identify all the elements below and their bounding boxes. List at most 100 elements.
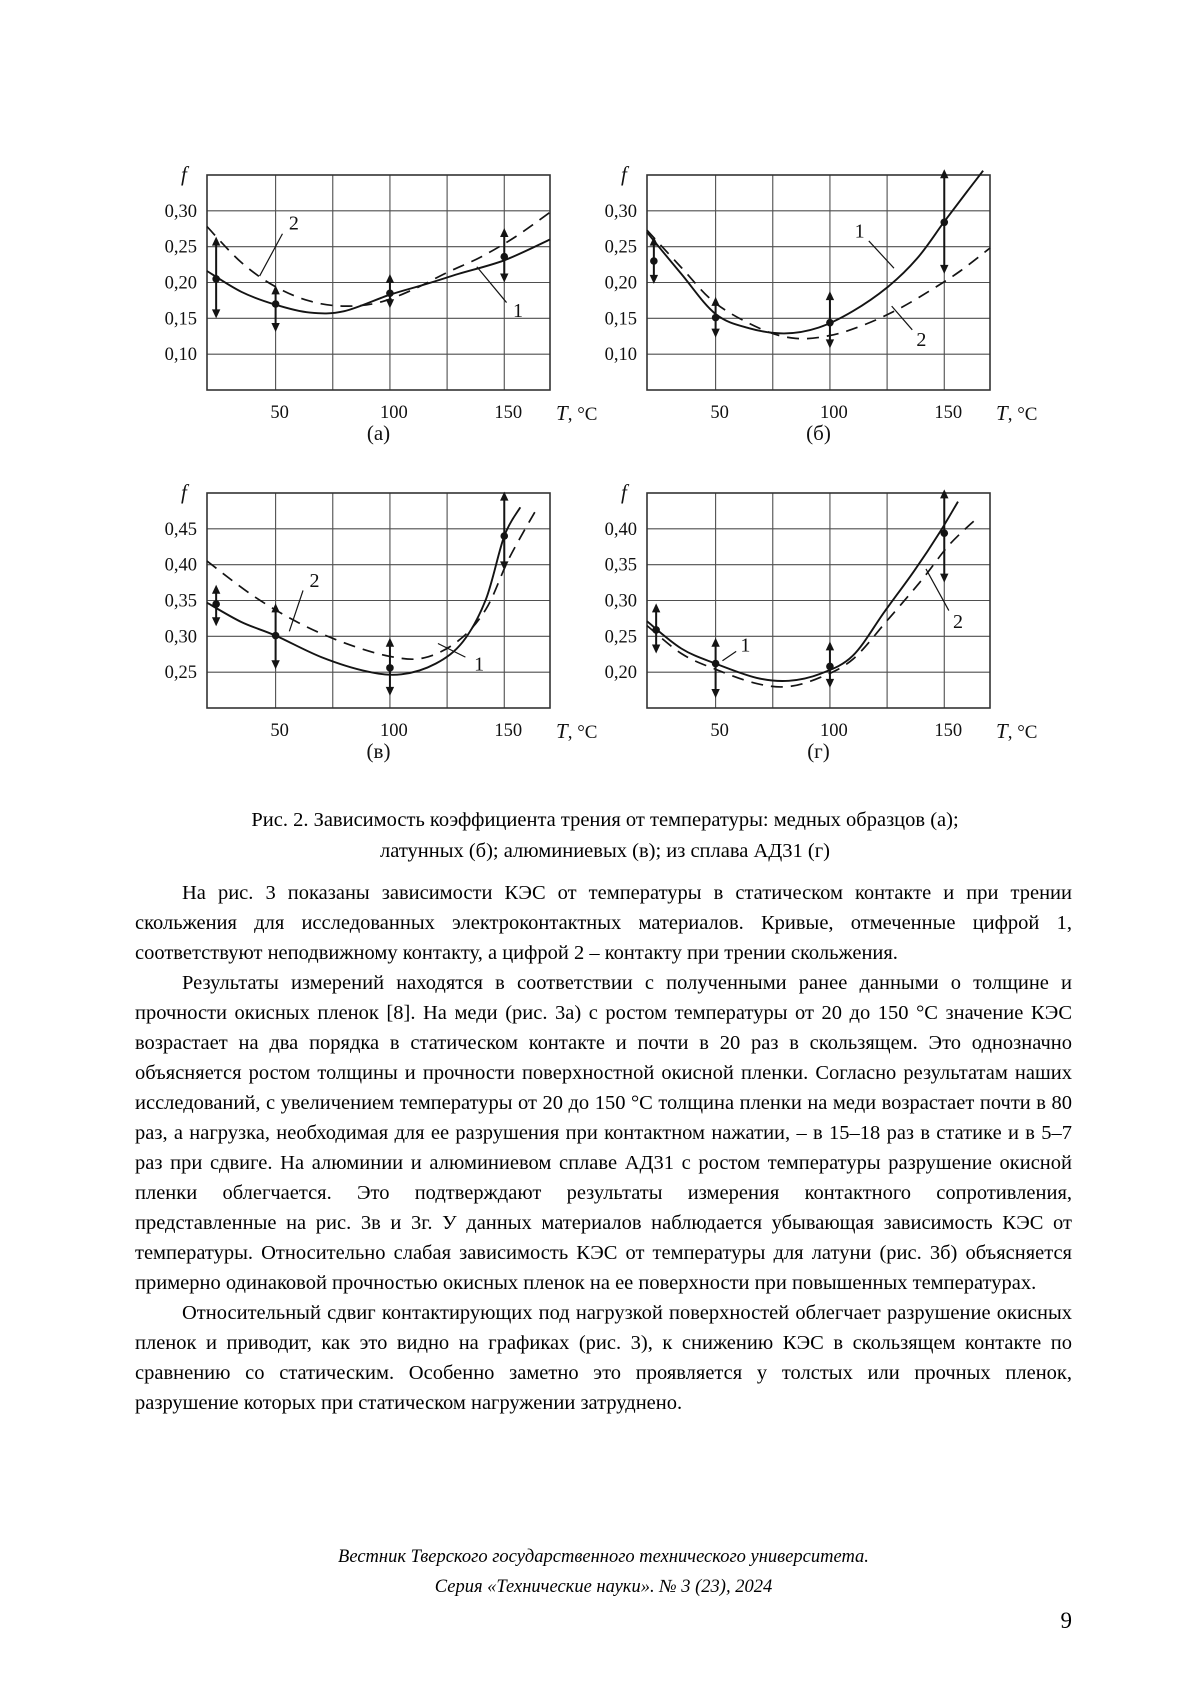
error-arrow-up [500,491,509,501]
curve-label-leader [476,266,508,303]
paragraph-3: Относительный сдвиг контактирующих под н… [135,1302,1072,1414]
error-arrow-up [211,236,221,246]
data-point [650,257,658,265]
error-arrow-up [651,603,661,613]
curve-label-leader [722,650,737,662]
panel-label: (а) [367,421,390,445]
curve-label-2: 2 [953,611,963,633]
svg-text:0,25: 0,25 [605,627,637,647]
svg-text:50: 50 [710,403,729,423]
error-arrow-up [940,489,949,499]
panel-label: (б) [806,421,831,445]
y-axis-label: f [621,162,630,186]
x-axis-label: T, °C [996,401,1037,425]
data-point [826,318,834,327]
curve-label-1: 1 [513,300,523,322]
svg-text:0,15: 0,15 [605,309,637,329]
error-arrow-up [711,296,720,306]
data-point [386,289,394,298]
paragraph-1: На рис. 3 показаны зависимости КЭС от те… [135,882,1072,964]
svg-text:150: 150 [494,403,522,423]
error-arrow-down [385,686,395,696]
data-point [271,300,280,308]
svg-text:150: 150 [934,721,962,741]
article-body: На рис. 3 показаны зависимости КЭС от те… [135,878,1072,1418]
series-1-curve [646,170,984,335]
error-arrow-up [940,169,949,179]
page-number: 9 [1060,1608,1073,1633]
curve-label-2: 2 [309,570,319,592]
charts-grid: 0,30 0,25 0,20 0,15 0,10 50 100 150 f T, °C 1 2 (а) … [135,162,1075,763]
paragraph-2: Результаты измерений находятся в соответ… [135,972,1072,1294]
data-point [826,662,834,671]
grid [647,175,990,390]
error-arrow-up [385,273,395,283]
error-arrow-up [500,228,509,238]
chart-brass-b: 0,30 0,25 0,20 0,15 0,10 50 100 150 f T, °C 1 2 (б) [605,162,1038,445]
figure-caption: Рис. 2. Зависимость коэффициента трения … [135,805,1075,867]
error-arrow-down [711,688,720,698]
svg-text:0,45: 0,45 [165,520,197,540]
data-point [500,532,509,540]
svg-text:0,20: 0,20 [165,274,197,294]
measurement-points [211,491,509,696]
svg-text:0,30: 0,30 [165,627,197,647]
chart-ad31-g: 0,40 0,35 0,30 0,25 0,20 50 100 150 f T, °C 1 2 (г) [605,480,1038,763]
curve-label-leader [259,233,283,277]
data-point [940,218,949,227]
svg-text:0,35: 0,35 [165,592,197,612]
error-arrow-down [651,644,661,654]
error-arrow-up [711,637,720,647]
svg-text:50: 50 [270,721,289,741]
error-arrow-up [211,584,221,594]
curve-label-1: 1 [855,221,865,243]
plot-border [206,174,551,391]
error-arrow-down [825,678,835,688]
axis-ticks: 0,40 0,35 0,30 0,25 0,20 50 100 150 [605,520,963,741]
svg-text:0,20: 0,20 [605,274,637,294]
svg-text:150: 150 [494,721,522,741]
series-1-curve [206,238,551,315]
svg-text:0,40: 0,40 [605,520,637,540]
curve-label-2: 2 [289,213,299,235]
svg-text:150: 150 [934,403,962,423]
grid [207,493,550,708]
error-arrow-down [825,339,835,349]
svg-text:0,15: 0,15 [165,309,197,329]
error-arrow-up [271,603,280,613]
curve-label-leader [288,590,304,632]
grid [207,175,550,390]
curve-label-2: 2 [916,329,926,351]
series-2-curve [646,518,977,688]
data-point [652,626,660,634]
error-arrow-down [940,264,949,274]
figure-caption-line1: Рис. 2. Зависимость коэффициента трения … [251,809,959,831]
axis-ticks: 0,30 0,25 0,20 0,15 0,10 50 100 150 [165,202,523,423]
error-arrow-down [271,660,280,670]
svg-text:50: 50 [710,721,729,741]
svg-text:100: 100 [820,403,848,423]
error-arrow-up [825,641,835,651]
svg-text:0,10: 0,10 [165,345,197,365]
series-1-curve [646,501,959,682]
series-2-curve [206,211,551,307]
error-arrow-down [500,561,509,571]
svg-text:0,10: 0,10 [605,345,637,365]
error-arrow-down [500,273,509,283]
panel-label: (в) [367,739,391,763]
data-point [711,313,720,322]
footer-line1: Вестник Тверского государственного техни… [338,1547,869,1567]
svg-text:0,40: 0,40 [165,556,197,576]
svg-text:0,30: 0,30 [165,202,197,222]
series-1-curve [206,506,522,676]
data-point [271,631,280,640]
error-arrow-down [711,328,720,338]
curve-label-leader [891,305,913,331]
error-arrow-up [825,291,835,301]
y-axis-label: f [181,162,190,186]
data-point [711,659,720,668]
data-point [212,600,220,608]
svg-text:100: 100 [380,721,408,741]
plot-border [206,492,551,709]
